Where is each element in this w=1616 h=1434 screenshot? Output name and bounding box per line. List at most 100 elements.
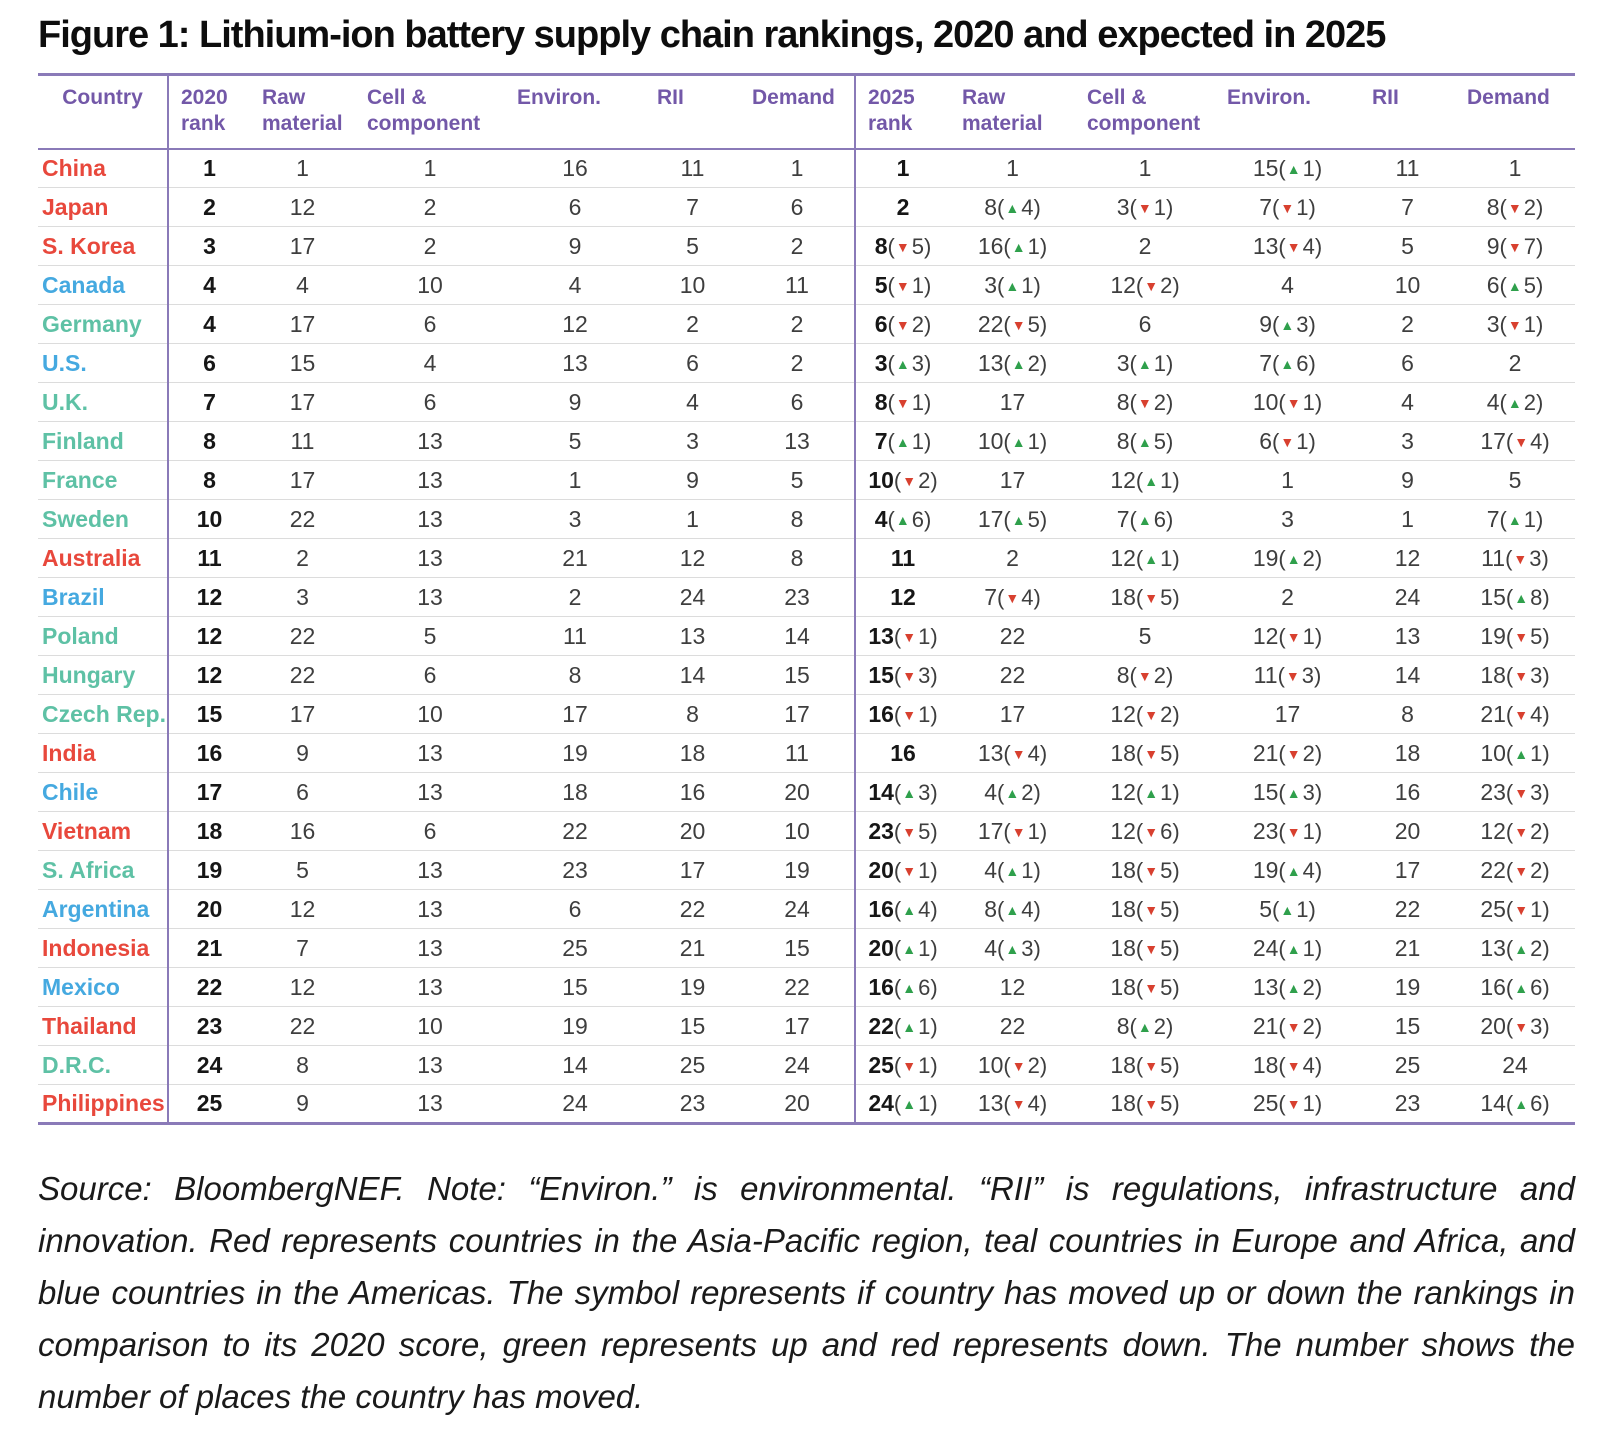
cell-2025-col4: 25 xyxy=(1360,1045,1455,1085)
cell-2025-col5: 13(▲2) xyxy=(1455,928,1575,968)
cell-2020-col2: 13 xyxy=(355,928,505,968)
down-arrow-icon: ▼ xyxy=(895,316,910,333)
rank-value: 6 xyxy=(1401,349,1414,376)
cell-2020-col3: 1 xyxy=(505,460,645,500)
up-arrow-icon: ▲ xyxy=(1144,472,1159,489)
up-arrow-icon: ▲ xyxy=(1286,862,1301,879)
rank-value: 19 xyxy=(1252,856,1279,883)
rank-change: (▼2) xyxy=(1505,857,1550,883)
rank-value: 18 xyxy=(1110,856,1136,883)
rank-value: 15 xyxy=(1252,778,1279,805)
rank-value: 7 xyxy=(1486,505,1500,532)
column-header-2020-0: 2020 rank xyxy=(167,74,250,150)
country-name: Finland xyxy=(38,421,168,461)
cell-2025-col0: 13(▼1) xyxy=(854,616,950,656)
rank-value: 21 xyxy=(1480,700,1506,727)
rank-change: (▼5) xyxy=(1135,935,1180,961)
rank-value: 11 xyxy=(890,544,916,571)
rank-change: (▲6) xyxy=(1505,1091,1550,1116)
rank-value: 18 xyxy=(1252,1051,1279,1078)
down-arrow-icon: ▼ xyxy=(1507,199,1522,216)
rank-value: 5 xyxy=(1508,466,1522,493)
cell-2025-col5: 11(▼3) xyxy=(1455,538,1575,578)
down-arrow-icon: ▼ xyxy=(1144,277,1159,294)
header-row: Country 2020 rank Raw material Cell & comp… xyxy=(38,74,1575,150)
cell-2025-col4: 6 xyxy=(1360,343,1455,383)
rank-value: 16 xyxy=(1480,973,1506,1000)
rank-value: 23 xyxy=(1480,778,1506,805)
cell-2020-col3: 14 xyxy=(505,1045,645,1085)
rank-value: 12 xyxy=(890,583,916,610)
cell-2025-col1: 4(▲1) xyxy=(950,850,1075,890)
cell-2025-col3: 5(▲1) xyxy=(1215,889,1360,929)
cell-2025-col4: 8 xyxy=(1360,694,1455,734)
rank-change: (▼2) xyxy=(1499,194,1544,220)
rank-value: 15 xyxy=(1480,583,1506,610)
cell-2020-col0: 11 xyxy=(167,538,250,578)
up-arrow-icon: ▲ xyxy=(1514,745,1529,762)
rank-change: (▲1) xyxy=(1278,155,1323,181)
country-name: S. Korea xyxy=(38,226,168,266)
cell-2025-col1: 17(▼1) xyxy=(950,811,1075,851)
rank-change: (▲5) xyxy=(1129,428,1174,454)
rank-value: 24 xyxy=(1252,934,1279,961)
cell-2025-col4: 4 xyxy=(1360,382,1455,422)
down-arrow-icon: ▼ xyxy=(1514,667,1529,684)
down-arrow-icon: ▼ xyxy=(1280,433,1295,450)
cell-2025-col2: 18(▼5) xyxy=(1075,967,1215,1007)
up-arrow-icon: ▲ xyxy=(1286,979,1301,996)
cell-2020-col2: 13 xyxy=(355,460,505,500)
country-name: Japan xyxy=(38,187,168,227)
cell-2025-col2: 12(▲1) xyxy=(1075,772,1215,812)
up-arrow-icon: ▲ xyxy=(1137,355,1152,372)
cell-2025-col2: 6 xyxy=(1075,304,1215,344)
cell-2025-col5: 25(▼1) xyxy=(1455,889,1575,929)
cell-2020-col1: 22 xyxy=(250,499,355,539)
rank-change: (▲1) xyxy=(1278,935,1323,961)
cell-2020-col4: 1 xyxy=(645,499,740,539)
cell-2020-col2: 2 xyxy=(355,187,505,227)
cell-2020-col5: 15 xyxy=(740,655,855,695)
rank-value: 2 xyxy=(1508,349,1522,376)
cell-2020-col3: 21 xyxy=(505,538,645,578)
rank-value: 5 xyxy=(1401,232,1414,259)
rank-value: 17 xyxy=(977,817,1004,844)
rank-change: (▲6) xyxy=(893,974,938,1000)
rank-value: 17 xyxy=(999,466,1026,493)
cell-2025-col5: 19(▼5) xyxy=(1455,616,1575,656)
down-arrow-icon: ▼ xyxy=(1144,745,1159,762)
cell-2025-col2: 5 xyxy=(1075,616,1215,656)
rank-change: (▲1) xyxy=(1129,350,1174,376)
down-arrow-icon: ▼ xyxy=(902,1057,917,1074)
cell-2025-col3: 11(▼3) xyxy=(1215,655,1360,695)
table-row: Argentina 20 12 13 6 22 24 16(▲4) 8(▲4) 18(▼5) 5(▲… xyxy=(38,889,1575,929)
cell-2020-col3: 3 xyxy=(505,499,645,539)
up-arrow-icon: ▲ xyxy=(1144,784,1159,801)
rank-value: 1 xyxy=(1281,466,1294,493)
cell-2025-col3: 2 xyxy=(1215,577,1360,617)
rank-change: (▼1) xyxy=(893,701,938,727)
rank-change: (▲1) xyxy=(1135,779,1180,805)
rank-change: (▲3) xyxy=(1272,311,1316,337)
cell-2025-col1: 22(▼5) xyxy=(950,304,1075,344)
up-arrow-icon: ▲ xyxy=(1005,940,1020,957)
cell-2025-col3: 13(▼4) xyxy=(1215,226,1360,266)
rank-value: 8 xyxy=(1401,700,1414,727)
cell-2020-col4: 22 xyxy=(645,889,740,929)
rank-change: (▲2) xyxy=(1505,935,1550,961)
rank-value: 19 xyxy=(1480,622,1506,649)
cell-2020-col0: 12 xyxy=(167,655,250,695)
rank-change: (▲4) xyxy=(893,896,938,922)
rank-value: 24 xyxy=(868,1090,894,1116)
rank-value: 11 xyxy=(1481,544,1506,571)
cell-2025-col3: 17 xyxy=(1215,694,1360,734)
rank-value: 8 xyxy=(984,895,998,922)
rank-value: 17 xyxy=(1480,427,1506,454)
rank-value: 17 xyxy=(1274,700,1301,727)
rank-change: (▲1) xyxy=(1003,428,1048,454)
down-arrow-icon: ▼ xyxy=(1286,628,1301,645)
down-arrow-icon: ▼ xyxy=(1507,316,1522,333)
country-name: U.S. xyxy=(38,343,168,383)
rank-value: 19 xyxy=(1252,544,1279,571)
cell-2020-col3: 6 xyxy=(505,889,645,929)
